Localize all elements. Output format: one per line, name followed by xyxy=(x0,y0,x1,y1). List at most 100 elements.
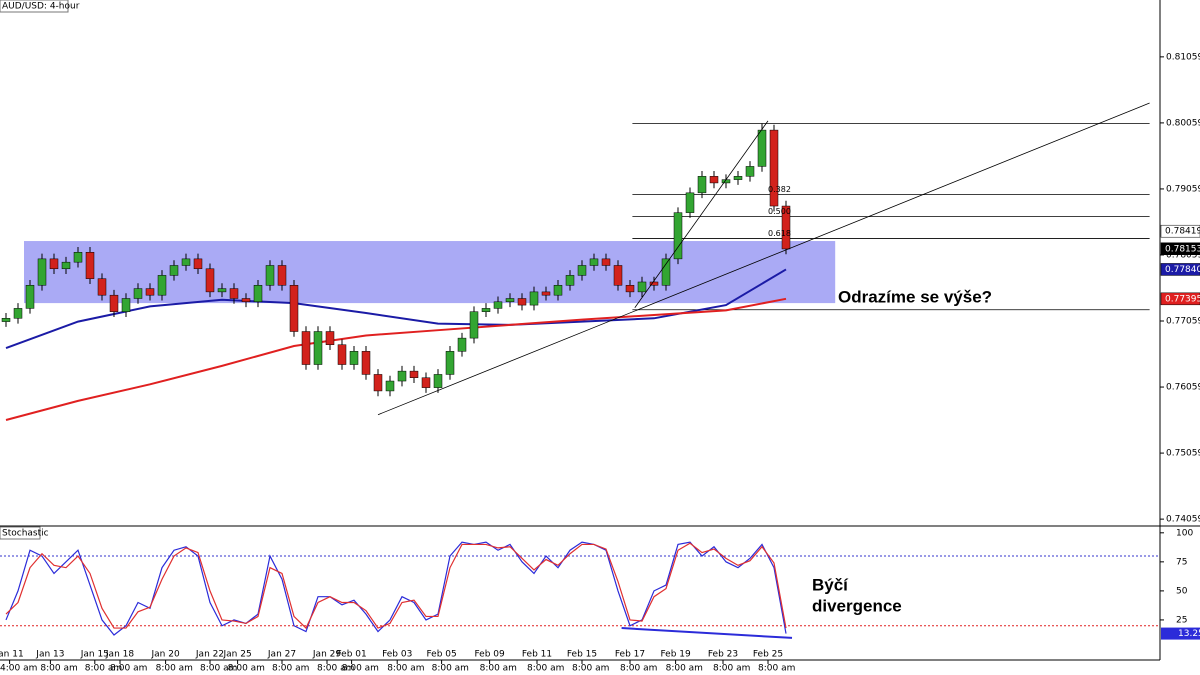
x-tick-label: Jan 15 xyxy=(80,650,109,660)
x-tick-label: Feb 15 xyxy=(567,650,597,660)
candle-body xyxy=(229,288,239,299)
price-marker-label: 0.77840 xyxy=(1165,265,1200,275)
price-marker xyxy=(1160,242,1200,256)
x-tick-time: 8:00 am xyxy=(713,664,750,674)
panel-title: Stochastic xyxy=(2,529,49,539)
candle-body xyxy=(505,298,515,303)
price-marker xyxy=(1160,224,1200,238)
candle-body xyxy=(769,129,779,207)
candle-body xyxy=(253,285,263,303)
title-box xyxy=(0,0,69,13)
candle-body xyxy=(565,275,575,286)
x-tick-label: Feb 19 xyxy=(660,650,691,660)
x-tick-time: 8:00 am xyxy=(387,664,424,674)
candle-body xyxy=(241,298,251,303)
candle-body xyxy=(577,265,587,276)
candle-body xyxy=(313,331,323,365)
y-tick-label: 0.75059 xyxy=(1166,449,1200,459)
y-tick-label: 0.74059 xyxy=(1166,515,1200,525)
candle-body xyxy=(781,205,791,250)
x-tick-time: 8:00 am xyxy=(317,664,354,674)
x-tick-time: 8:00 am xyxy=(758,664,795,674)
y-tick-label: 0.80059 xyxy=(1166,118,1200,128)
y-tick-label: 0.76059 xyxy=(1166,383,1200,393)
fib-label: 0.382 xyxy=(768,185,791,194)
price-marker xyxy=(1160,292,1200,306)
candle-body xyxy=(121,298,131,312)
x-tick-time: 8:00 am xyxy=(110,664,147,674)
annotation: Býčí xyxy=(812,575,849,594)
support-zone xyxy=(24,241,836,304)
price-marker-label: 0.77395 xyxy=(1165,294,1200,304)
candle-body xyxy=(301,331,311,365)
candle-body xyxy=(217,288,227,293)
annotation: Odrazíme se výše? xyxy=(838,287,992,306)
candle-body xyxy=(325,331,335,345)
candle-body xyxy=(433,374,443,388)
candle-body xyxy=(385,380,395,392)
stoch-line xyxy=(5,541,787,636)
panel-title-box xyxy=(0,526,41,540)
candle-body xyxy=(361,351,371,375)
candle-body xyxy=(685,192,695,213)
candle-body xyxy=(397,370,407,382)
price-marker xyxy=(1160,263,1200,276)
candle-body xyxy=(133,288,143,299)
candle-body xyxy=(661,258,671,286)
x-tick-time: 8:00 am xyxy=(572,664,609,674)
candle-body xyxy=(481,308,491,312)
y-tick-label: 0.79059 xyxy=(1166,184,1200,194)
candle-body xyxy=(277,265,287,286)
trend-line xyxy=(634,120,769,308)
candle-body xyxy=(745,166,755,177)
candle-body xyxy=(613,265,623,286)
candle-body xyxy=(73,252,83,263)
y-tick-label: 0.78059 xyxy=(1166,250,1200,260)
candle-body xyxy=(169,265,179,276)
candle-body xyxy=(289,285,299,332)
fib-label: 0.500 xyxy=(768,207,791,216)
x-tick-label: Jan 29 xyxy=(312,650,341,660)
candle-body xyxy=(181,258,191,266)
stoch-marker xyxy=(1161,627,1200,640)
x-tick-label: Feb 09 xyxy=(474,650,505,660)
x-tick-label: Feb 05 xyxy=(426,650,456,660)
x-tick-label: Feb 25 xyxy=(753,650,783,660)
x-tick-label: Jan 20 xyxy=(151,650,180,660)
candle-body xyxy=(457,337,467,352)
x-tick-label: Feb 11 xyxy=(522,650,552,660)
candle-body xyxy=(601,258,611,266)
y-tick-label: 0.81059 xyxy=(1166,52,1200,62)
x-tick-label: Jan 27 xyxy=(267,650,296,660)
stoch-marker-label: 13.25 xyxy=(1178,629,1200,639)
candle-body xyxy=(529,291,539,306)
stoch-tick-label: 75 xyxy=(1176,557,1187,567)
x-tick-label: Feb 17 xyxy=(615,650,645,660)
x-tick-time: 4:00 am xyxy=(0,664,37,674)
annotation: divergence xyxy=(812,596,902,615)
candle-body xyxy=(493,301,503,309)
candle-body xyxy=(37,258,47,286)
fib-label: 0.618 xyxy=(768,229,791,238)
x-tick-time: 8:00 am xyxy=(272,664,309,674)
x-tick-time: 8:00 am xyxy=(40,664,77,674)
candle-body xyxy=(25,285,35,309)
candle-body xyxy=(265,265,275,286)
candle-body xyxy=(625,285,635,293)
stoch-tick-label: 100 xyxy=(1176,528,1193,538)
candle-body xyxy=(541,291,551,296)
candle-body xyxy=(145,288,155,296)
price-marker-label: 0.78419 xyxy=(1165,227,1200,237)
x-tick-time: 8:00 am xyxy=(200,664,237,674)
x-tick-time: 8:00 am xyxy=(85,664,122,674)
candle-body xyxy=(709,176,719,184)
plot-area xyxy=(1,102,1150,421)
candle-body xyxy=(337,344,347,365)
stoch-tick-label: 50 xyxy=(1176,586,1188,596)
candle-body xyxy=(469,311,479,339)
price-marker-label: 0.78153 xyxy=(1165,244,1200,254)
candle-body xyxy=(205,268,215,293)
x-tick-label: Jan 11 xyxy=(0,650,24,660)
candle-body xyxy=(649,281,659,286)
